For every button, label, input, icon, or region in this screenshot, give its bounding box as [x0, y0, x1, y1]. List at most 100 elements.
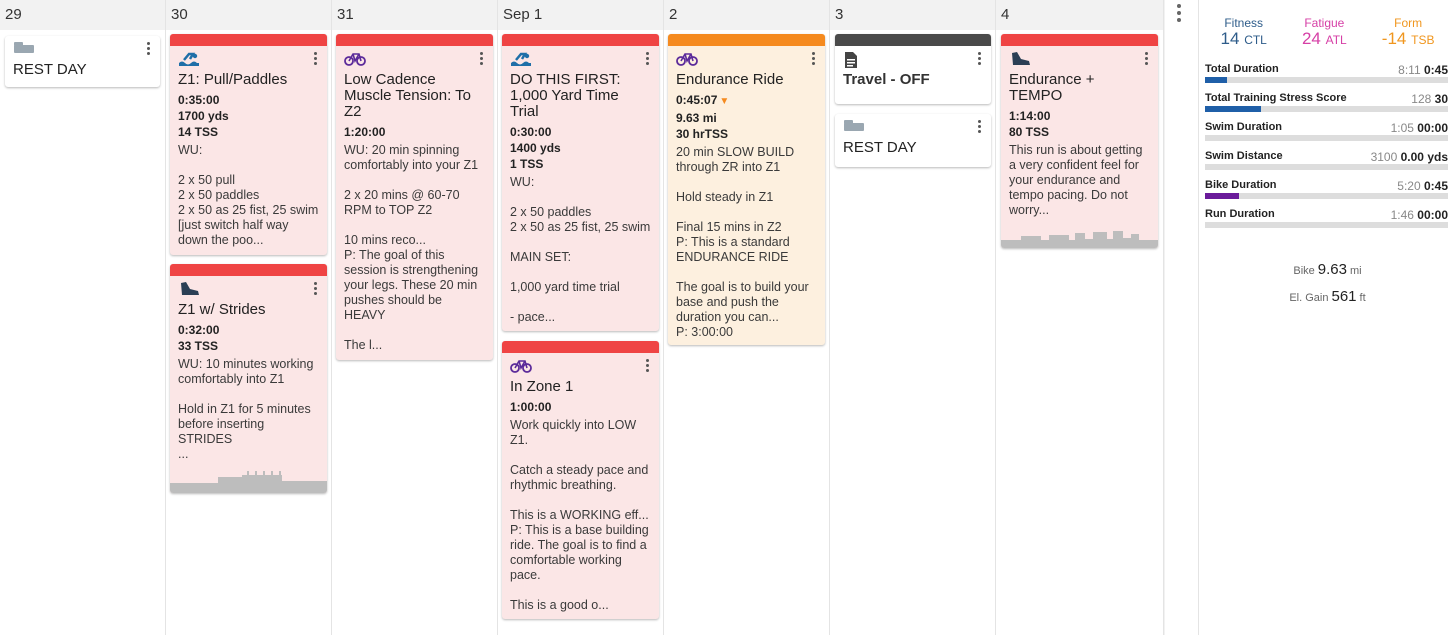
workout-card-time-trial[interactable]: DO THIS FIRST: 1,000 Yard Time Trial 0:3…: [502, 34, 659, 331]
day-column-sep-1: Sep 1 DO THIS FIRST: 1,000 Yard Time Tri…: [498, 0, 664, 635]
kebab-menu-icon[interactable]: [978, 120, 982, 134]
fitness-stat: Fitness 14 CTL: [1221, 16, 1267, 49]
workout-card-endurance-tempo[interactable]: Endurance + TEMPO 1:14:00 80 TSS This ru…: [1001, 34, 1158, 248]
duration: 1:00:00: [510, 400, 552, 414]
planned-value: 1:05: [1390, 121, 1414, 135]
planned-value: 3100: [1370, 150, 1398, 164]
description: WU: 20 min spinning comfortably into you…: [344, 143, 479, 352]
tss: 80 TSS: [1009, 125, 1050, 139]
summary-row-bike-duration: Bike Duration 5:20 0:45: [1205, 179, 1448, 208]
form-unit: TSB: [1411, 33, 1435, 47]
day-column-30: 30 Z1: Pull/Paddles 0:35:00 1700 yds 14 …: [166, 0, 332, 635]
kebab-menu-icon[interactable]: [1145, 52, 1149, 66]
bike-unit: mi: [1350, 265, 1362, 277]
workout-card-z1-strides[interactable]: Z1 w/ Strides 0:32:00 33 TSS WU: 10 minu…: [170, 264, 327, 493]
completed-value: 0:45: [1423, 179, 1448, 193]
card-title: In Zone 1: [510, 378, 574, 395]
card-title: Z1: Pull/Paddles: [178, 71, 288, 88]
summary-row-swim-duration: Swim Duration 1:05 00:00: [1205, 121, 1448, 150]
tss: 14 TSS: [178, 125, 219, 139]
travel-off-card[interactable]: Travel - OFF: [835, 34, 991, 104]
kebab-menu-icon[interactable]: [314, 282, 318, 296]
elev-unit: ft: [1359, 292, 1366, 304]
rest-day-card[interactable]: REST DAY: [5, 36, 160, 87]
card-title: Travel - OFF: [843, 71, 930, 88]
planned-value: 5:20: [1397, 179, 1421, 193]
progress-bar: [1205, 106, 1448, 112]
bed-icon: [843, 119, 983, 137]
workout-card-pull-paddles[interactable]: Z1: Pull/Paddles 0:35:00 1700 yds 14 TSS…: [170, 34, 327, 255]
elev-label: El. Gain: [1289, 292, 1329, 304]
elevation-gain-total: El. Gain 561 ft: [1199, 284, 1456, 311]
kebab-menu-icon[interactable]: [978, 52, 982, 66]
duration-row: 0:45:07 ▼: [676, 92, 817, 110]
more-options-icon[interactable]: [1177, 4, 1182, 22]
distance: 1400 yds: [510, 141, 561, 155]
progress-bar: [1205, 193, 1448, 199]
bike-distance-total: Bike 9.63 mi: [1199, 257, 1456, 284]
duration: 0:45:07: [676, 93, 718, 107]
kebab-menu-icon[interactable]: [314, 52, 318, 66]
duration: 0:32:00: [178, 323, 220, 337]
day-header: 30: [166, 0, 331, 30]
description: WU: 10 minutes working comfortably into …: [178, 357, 314, 461]
workout-card-in-zone-1[interactable]: In Zone 1 1:00:00 Work quickly into LOW …: [502, 341, 659, 619]
bike-value: 9.63: [1317, 261, 1347, 278]
kebab-menu-icon[interactable]: [646, 52, 650, 66]
fatigue-label: Fatigue: [1304, 16, 1345, 30]
kebab-menu-icon[interactable]: [147, 42, 151, 56]
shoe-icon: [1009, 51, 1150, 69]
progress-bar: [1205, 222, 1448, 228]
fitness-label: Fitness: [1224, 16, 1264, 30]
description: WU: 2 x 50 paddles 2 x 50 as 25 fist, 25…: [510, 175, 651, 324]
card-title: Endurance + TEMPO: [1009, 71, 1095, 104]
bike-icon: [676, 51, 817, 69]
card-title: REST DAY: [843, 139, 917, 156]
chevron-down-icon[interactable]: ▼: [719, 96, 730, 107]
workout-profile-chart: [170, 471, 327, 493]
description: This run is about getting a very confide…: [1009, 143, 1143, 217]
form-value: -14: [1381, 29, 1407, 48]
swim-icon: [510, 51, 651, 69]
kebab-menu-icon[interactable]: [812, 52, 816, 66]
day-header: 31: [332, 0, 497, 30]
card-title: Low Cadence Muscle Tension: To Z2: [344, 71, 472, 120]
workout-card-endurance-ride[interactable]: Endurance Ride 0:45:07 ▼ 9.63 mi 30 hrTSS…: [668, 34, 825, 345]
form-stat: Form -14 TSB: [1382, 16, 1435, 49]
duration: 0:30:00: [510, 125, 552, 139]
summary-row-run-duration: Run Duration 1:46 00:00: [1205, 208, 1448, 237]
card-title: REST DAY: [13, 61, 87, 78]
duration: 1:20:00: [344, 125, 386, 139]
bike-icon: [344, 51, 485, 69]
progress-bar: [1205, 135, 1448, 141]
card-title: Z1 w/ Strides: [178, 301, 266, 318]
distance: 1700 yds: [178, 109, 229, 123]
fitness-unit: CTL: [1244, 33, 1267, 47]
day-column-3: 3 Travel - OFF REST DAY: [830, 0, 996, 635]
bike-label: Bike: [1293, 265, 1315, 277]
tss: 33 TSS: [178, 339, 219, 353]
completed-value: 00:00: [1417, 208, 1448, 222]
kebab-menu-icon[interactable]: [646, 359, 650, 373]
day-column-4: 4 Endurance + TEMPO 1:14:00 80 TSS This …: [996, 0, 1164, 635]
bike-icon: [510, 358, 651, 376]
description: WU: 2 x 50 pull 2 x 50 paddles 2 x 50 as…: [178, 143, 319, 247]
summary-label: Total Duration: [1205, 63, 1279, 75]
fatigue-stat: Fatigue 24 ATL: [1302, 16, 1347, 49]
card-title: DO THIS FIRST: 1,000 Yard Time Trial: [510, 71, 621, 120]
fatigue-value: 24: [1301, 29, 1321, 48]
card-title: Endurance Ride: [676, 71, 784, 88]
duration: 0:35:00: [178, 93, 220, 107]
kebab-menu-icon[interactable]: [480, 52, 484, 66]
fatigue-unit: ATL: [1325, 33, 1347, 47]
summary-label: Run Duration: [1205, 208, 1275, 220]
summary-row-tss: Total Training Stress Score 128 30: [1205, 92, 1448, 121]
fitness-value: 14: [1220, 29, 1240, 48]
workout-profile-chart: [1001, 230, 1158, 248]
summary-row-swim-distance: Swim Distance 3100 0.00 yds: [1205, 150, 1448, 179]
rest-day-card[interactable]: REST DAY: [835, 114, 991, 167]
workout-card-low-cadence[interactable]: Low Cadence Muscle Tension: To Z2 1:20:0…: [336, 34, 493, 360]
summary-label: Swim Duration: [1205, 121, 1283, 133]
duration: 1:14:00: [1009, 109, 1051, 123]
elev-value: 561: [1331, 288, 1357, 305]
